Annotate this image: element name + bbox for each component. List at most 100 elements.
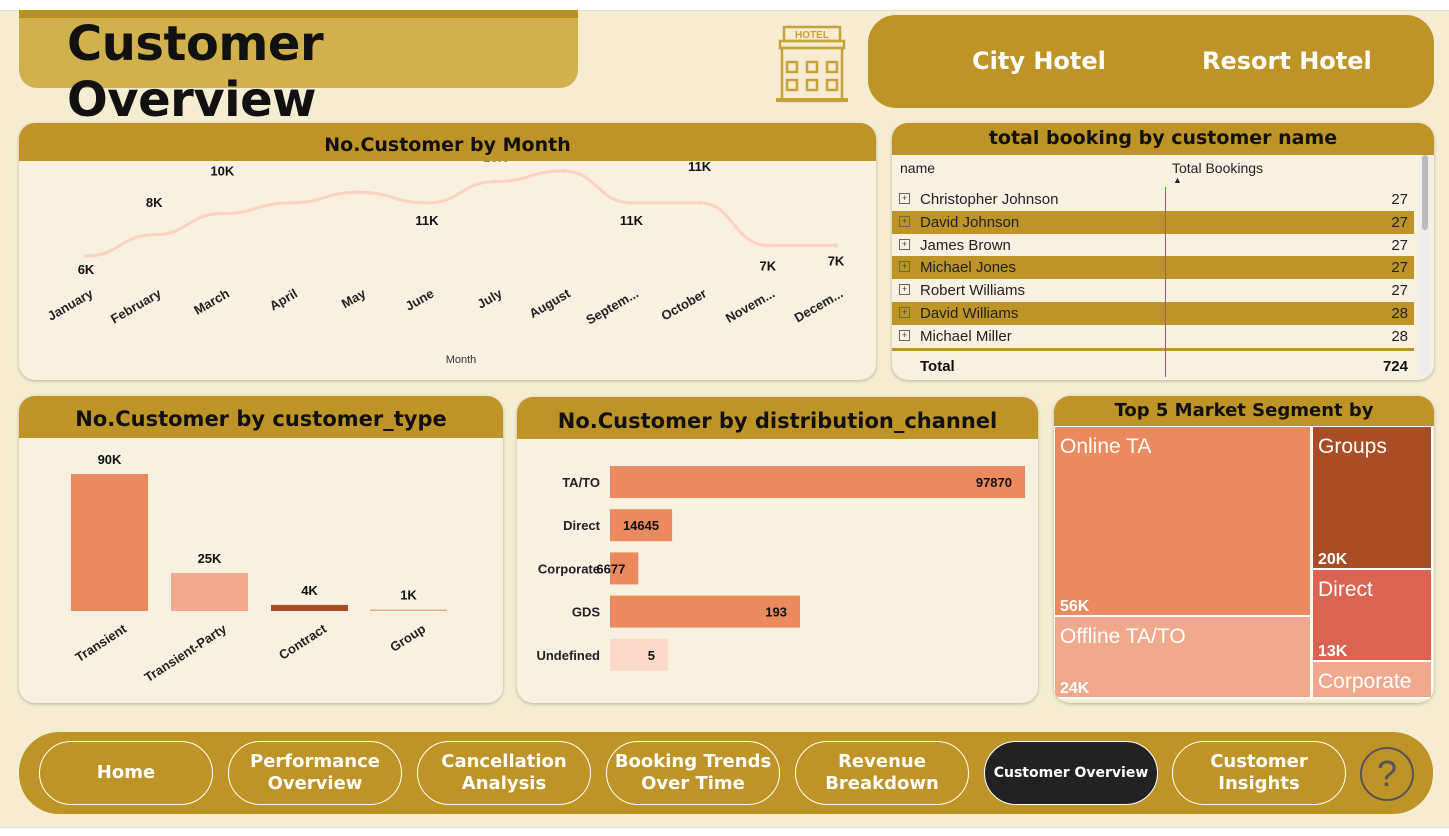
customer-type-bar[interactable] [370,609,447,611]
customer-name-cell: David Williams [920,305,1019,322]
segment-tile[interactable] [1054,426,1312,617]
month-tick-label: March [191,286,232,318]
segment-value-label: 13K [1318,643,1348,660]
month-point[interactable] [356,190,361,195]
segment-name-label: Online TA [1060,435,1151,458]
customer-type-data-label: 90K [98,452,122,467]
customer-type-tick-label: Group [387,621,428,655]
col-total-header[interactable]: Total Bookings [1172,160,1264,176]
segment-tile[interactable] [1054,615,1312,699]
table-scrollbar[interactable] [1420,155,1430,377]
channel-bar[interactable] [610,638,668,671]
customer-type-data-label: 1K [400,587,417,602]
month-data-label: 11K [688,161,712,174]
customer-name-cell: Michael Miller [920,327,1012,345]
month-tick-label: Septem... [583,286,641,328]
month-tick-label: May [339,285,369,311]
nav-customer-insights-button[interactable]: Customer Insights [1172,741,1346,805]
channel-bar[interactable] [610,595,800,628]
nav-customer-overview-button[interactable]: Customer Overview [984,741,1158,805]
month-point[interactable] [561,169,566,173]
expand-plus-icon[interactable]: + [899,215,910,227]
month-point[interactable] [697,200,702,205]
month-point[interactable] [220,211,225,216]
total-bookings-cell: 28 [1391,327,1408,345]
total-bookings-cell: 28 [1391,305,1408,322]
channel-bar[interactable] [610,552,639,585]
customer-name-cell: Robert Williams [920,282,1026,300]
segment-tile[interactable] [1311,660,1433,699]
expand-plus-icon[interactable]: + [899,238,910,250]
segment-tile[interactable] [1311,568,1433,662]
customer-name-cell: David Johnson [920,213,1020,231]
month-tick-label: February [108,285,164,326]
expand-plus-icon[interactable]: + [899,329,910,341]
month-point[interactable] [834,243,838,248]
customer-type-bar[interactable] [171,572,248,611]
customer-type-bar[interactable] [271,604,348,611]
month-data-label: 10K [210,164,234,179]
month-point[interactable] [424,200,429,205]
month-data-label: 11K [620,213,644,228]
customer-type-tick-label: Transient-Party [142,621,230,686]
month-point[interactable] [493,179,498,184]
help-icon[interactable]: ? [1360,747,1414,801]
expand-plus-icon[interactable]: + [899,261,910,273]
nav-home-button[interactable]: Home [39,741,213,805]
table-row[interactable]: + James Brown 27 [892,233,1414,257]
booking-table-title: total booking by customer name [892,123,1434,155]
month-tick-label: October [658,286,709,324]
month-x-axis-title: Month [446,354,477,366]
expand-plus-icon[interactable]: + [899,193,910,204]
customer-by-month-card: No.Customer by Month 6K January 8K February… [19,123,876,380]
table-row[interactable]: + Christopher Johnson 27 [892,188,1414,211]
table-row[interactable]: + David Johnson 27 [892,210,1414,234]
table-row[interactable]: + Michael Jones 27 [892,256,1414,280]
channel-bar[interactable] [610,466,1025,498]
nav-booking-trends-button[interactable]: Booking Trends Over Time [606,741,780,805]
expand-plus-icon[interactable]: + [899,307,910,318]
channel-bar[interactable] [610,509,673,542]
channel-tick-label: GDS [572,605,601,620]
total-bookings-cell: 27 [1391,191,1408,208]
table-row[interactable]: + Robert Williams 27 [892,279,1414,303]
hotel-selector: City Hotel Resort Hotel [868,15,1434,108]
city-hotel-button[interactable]: City Hotel [972,47,1106,75]
segment-name-label: Direct [1318,578,1373,601]
window-top-strip [0,0,1449,11]
month-line-chart: 6KJanuary8KFebruary10KMarch11KApril12KMa… [45,161,846,366]
month-point[interactable] [288,200,293,205]
hotel-icon-label: HOTEL [795,30,829,41]
channel-data-label: 6677 [596,561,625,576]
customer-type-data-label: 4K [301,583,318,598]
segment-value-label: 20K [1318,551,1348,568]
distribution-channel-card: No.Customer by distribution_channel TA/T… [517,397,1038,703]
channel-data-label: 5 [648,648,655,663]
resort-hotel-button[interactable]: Resort Hotel [1202,47,1372,75]
month-data-label: 6K [78,262,95,277]
table-row[interactable]: + David Williams 28 [892,302,1414,325]
month-point[interactable] [152,232,157,237]
month-point[interactable] [629,200,634,205]
scrollbar-thumb[interactable] [1422,155,1428,230]
month-point[interactable] [765,243,770,248]
nav-cancellation-analysis-button[interactable]: Cancellation Analysis [417,741,591,805]
customer-type-card: No.Customer by customer_type 90K Transien… [19,396,503,703]
segment-value-label: 56K [1060,598,1090,615]
month-tick-label: April [267,286,300,314]
month-data-label: 8K [146,195,163,210]
booking-table-card: total booking by customer name name Tota… [892,123,1434,380]
booking-table-header: name Total Bookings ▲ [892,155,1414,187]
expand-plus-icon[interactable]: + [899,284,910,296]
total-bookings-cell: 27 [1391,213,1408,231]
month-series-line [85,169,836,258]
nav-performance-overview-button[interactable]: Performance Overview [228,741,402,805]
table-row[interactable]: + Michael Miller 28 [892,324,1414,348]
nav-revenue-breakdown-button[interactable]: Revenue Breakdown [795,741,969,805]
customer-type-bar[interactable] [71,474,148,611]
channel-data-label: 193 [765,605,787,620]
month-point[interactable] [84,254,88,258]
customer-name-cell: Michael Jones [920,259,1016,277]
title-accent-bar [19,10,578,18]
col-name-header[interactable]: name [900,160,936,176]
